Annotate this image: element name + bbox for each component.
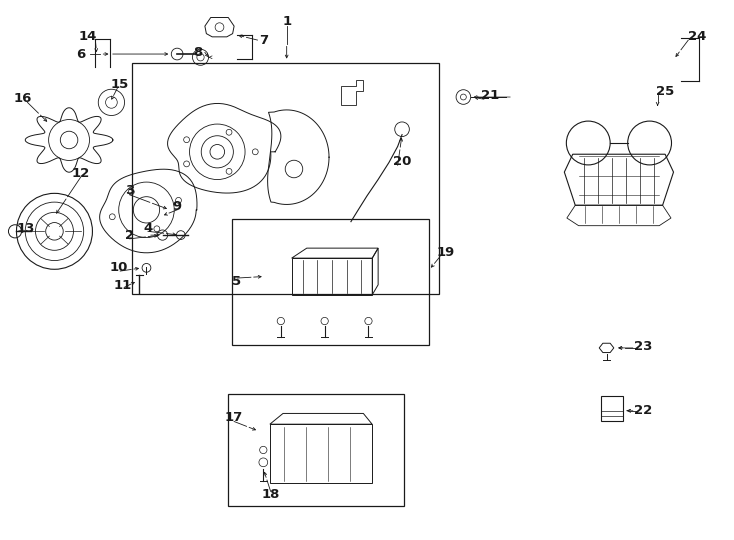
- Text: 12: 12: [72, 167, 90, 180]
- Text: 3: 3: [125, 184, 134, 197]
- Text: 4: 4: [143, 221, 153, 234]
- Text: 17: 17: [225, 411, 243, 424]
- Text: 11: 11: [113, 279, 131, 292]
- Text: 18: 18: [261, 488, 280, 501]
- Text: 1: 1: [282, 15, 291, 28]
- Text: 24: 24: [688, 30, 706, 43]
- Text: 2: 2: [125, 228, 134, 241]
- Text: 5: 5: [233, 275, 241, 288]
- Text: 14: 14: [79, 30, 97, 43]
- Bar: [132, 63, 438, 294]
- Text: 15: 15: [111, 78, 129, 91]
- Text: 25: 25: [655, 85, 674, 98]
- Bar: [232, 219, 429, 345]
- Text: 23: 23: [634, 340, 653, 353]
- Bar: [600, 396, 622, 422]
- Text: 16: 16: [13, 92, 32, 105]
- Text: 21: 21: [481, 89, 499, 102]
- Text: 20: 20: [393, 155, 411, 168]
- Text: 7: 7: [259, 33, 268, 46]
- Text: 6: 6: [76, 48, 85, 60]
- Text: 13: 13: [16, 221, 34, 234]
- Text: 22: 22: [634, 404, 652, 417]
- Bar: [228, 394, 404, 507]
- Text: 19: 19: [437, 246, 455, 259]
- Text: 8: 8: [193, 46, 202, 59]
- Text: 9: 9: [172, 200, 182, 213]
- Text: 10: 10: [109, 261, 128, 274]
